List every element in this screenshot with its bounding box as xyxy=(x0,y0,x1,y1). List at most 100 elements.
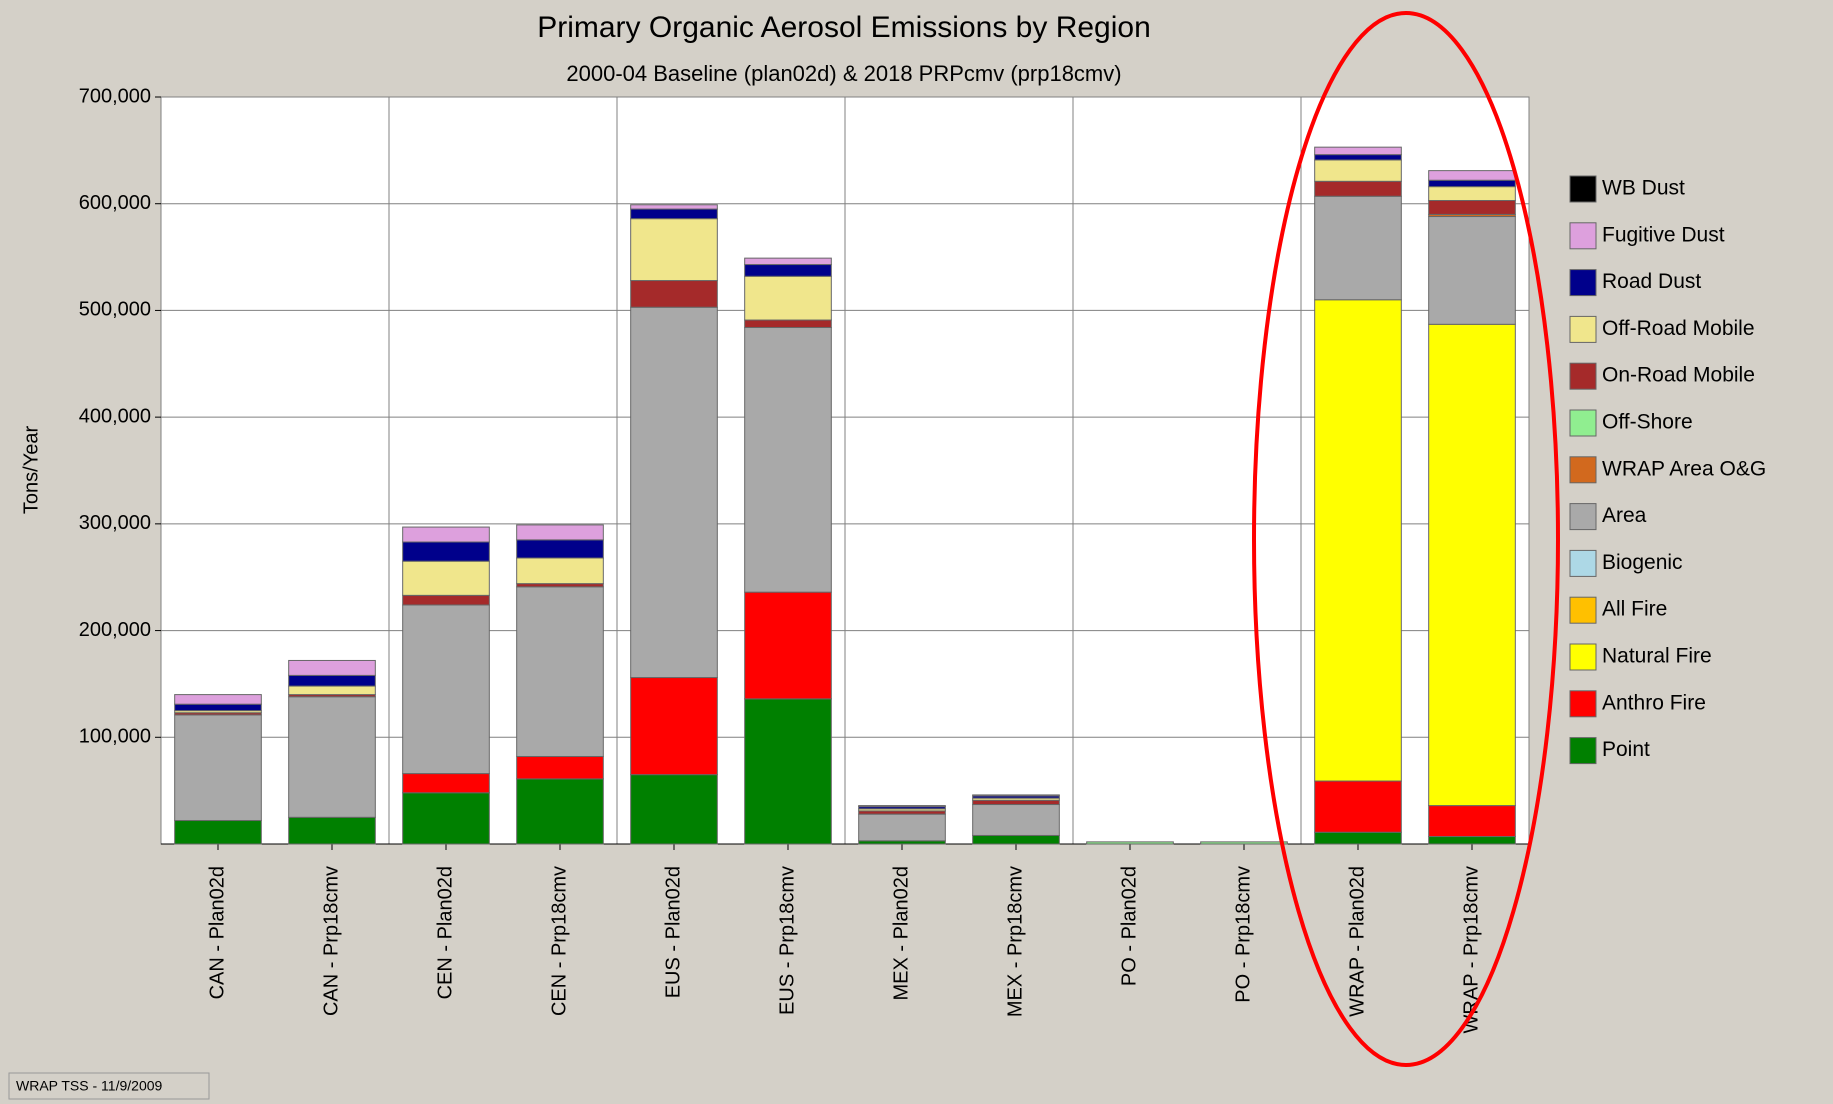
bar-segment xyxy=(630,218,718,282)
x-tick-label: CEN - Prp18cmv xyxy=(548,866,570,1016)
bar-segment xyxy=(1314,195,1402,301)
legend-swatch xyxy=(1569,503,1597,531)
legend-label: All Fire xyxy=(1602,598,1667,621)
bar-segment xyxy=(516,539,604,559)
legend-label: Fugitive Dust xyxy=(1602,223,1725,246)
bar-segment xyxy=(1086,841,1174,845)
legend-swatch xyxy=(1569,269,1597,297)
bar-segment xyxy=(858,805,946,808)
bar-segment xyxy=(402,526,490,543)
bar-segment xyxy=(630,677,718,776)
legend-swatch xyxy=(1569,362,1597,390)
bar-segment xyxy=(972,834,1060,845)
bar-segment xyxy=(1314,180,1402,197)
legend-swatch xyxy=(1569,175,1597,203)
legend-label: Natural Fire xyxy=(1602,645,1712,668)
legend-swatch xyxy=(1569,456,1597,484)
bar-segment xyxy=(402,560,490,596)
bar-segment xyxy=(516,778,604,845)
x-tick-label: CEN - Plan02d xyxy=(434,866,456,999)
x-tick-label: PO - Prp18cmv xyxy=(1232,866,1254,1003)
bar-segment xyxy=(402,594,490,606)
bar-segment xyxy=(744,257,832,266)
legend-label: Point xyxy=(1602,738,1650,761)
y-tick-label: 300,000 xyxy=(79,512,151,534)
bar-segment xyxy=(630,306,718,679)
legend-label: Anthro Fire xyxy=(1602,691,1706,714)
bar-segment xyxy=(174,694,262,705)
footer-box xyxy=(8,1072,210,1100)
bar-segment xyxy=(1314,154,1402,161)
y-tick-label: 200,000 xyxy=(79,619,151,641)
bar-segment xyxy=(1428,836,1516,845)
bar-segment xyxy=(744,591,832,700)
legend-label: Biogenic xyxy=(1602,551,1683,574)
legend-swatch xyxy=(1569,643,1597,671)
legend-label: WRAP Area O&G xyxy=(1602,457,1766,480)
plot: 100,000 200,000 300,000 400,000 500,000 600,0… xyxy=(79,85,1766,1033)
bar-segment xyxy=(1428,179,1516,188)
bar-segment xyxy=(402,792,490,845)
x-tick-label: WRAP - Plan02d xyxy=(1346,866,1368,1017)
bar-segment xyxy=(744,698,832,845)
x-tick-label: MEX - Plan02d xyxy=(890,866,912,1001)
bar-segment xyxy=(1314,780,1402,833)
bar-segment xyxy=(1314,831,1402,845)
highlight-ellipse xyxy=(1252,11,1560,1067)
bar-segment xyxy=(1428,805,1516,838)
legend-label: Off-Road Mobile xyxy=(1602,317,1755,340)
legend-swatch xyxy=(1569,549,1597,577)
legend-swatch xyxy=(1569,690,1597,718)
bar-segment xyxy=(1428,186,1516,202)
bar-segment xyxy=(972,794,1060,797)
footer: WRAP TSS - 11/9/2009 xyxy=(16,1078,163,1094)
bar-segment xyxy=(288,816,376,845)
y-axis-label: Tons/Year xyxy=(20,426,42,515)
bar-segment xyxy=(1200,841,1288,845)
x-tick-label: WRAP - Prp18cmv xyxy=(1460,866,1482,1033)
chart-title: Primary Organic Aerosol Emissions by Reg… xyxy=(537,11,1151,44)
bar-segment xyxy=(402,541,490,562)
bar-segment xyxy=(174,703,262,712)
x-tick-label: EUS - Plan02d xyxy=(662,866,684,998)
bar-segment xyxy=(516,524,604,541)
bar-segment xyxy=(402,773,490,794)
bar-segment xyxy=(288,696,376,818)
bar-segment xyxy=(630,774,718,845)
bar-segment xyxy=(1428,200,1516,215)
bar-segment xyxy=(1314,146,1402,156)
legend-label: Area xyxy=(1602,504,1647,527)
bar-segment xyxy=(1314,299,1402,782)
bar-segment xyxy=(744,319,832,329)
bar-segment xyxy=(516,586,604,757)
legend-label: WB Dust xyxy=(1602,177,1685,200)
bar-segment xyxy=(744,327,832,593)
chart-subtitle: 2000-04 Baseline (plan02d) & 2018 PRPcmv… xyxy=(566,61,1121,86)
y-tick-label: 500,000 xyxy=(79,299,151,321)
y-tick-label: 600,000 xyxy=(79,192,151,214)
bar-segment xyxy=(630,280,718,308)
bar-segment xyxy=(630,208,718,220)
legend-swatch xyxy=(1569,409,1597,437)
bar-segment xyxy=(1428,323,1516,807)
legend-swatch xyxy=(1569,315,1597,343)
bar-segment xyxy=(516,755,604,780)
legend-label: On-Road Mobile xyxy=(1602,364,1755,387)
bar-segment xyxy=(1314,159,1402,182)
bar-segment xyxy=(402,604,490,775)
bar-segment xyxy=(858,813,946,842)
bar-segment xyxy=(1428,216,1516,325)
bar-segment xyxy=(972,804,1060,836)
legend-swatch xyxy=(1569,596,1597,624)
y-tick-label: 400,000 xyxy=(79,405,151,427)
bar-segment xyxy=(630,204,718,210)
bar-segment xyxy=(744,275,832,321)
bar-segment xyxy=(174,820,262,845)
y-tick-label: 700,000 xyxy=(79,85,151,107)
x-tick-label: CAN - Prp18cmv xyxy=(320,866,342,1016)
bar-segment xyxy=(288,674,376,687)
legend-label: Road Dust xyxy=(1602,270,1701,293)
legend-swatch xyxy=(1569,737,1597,765)
